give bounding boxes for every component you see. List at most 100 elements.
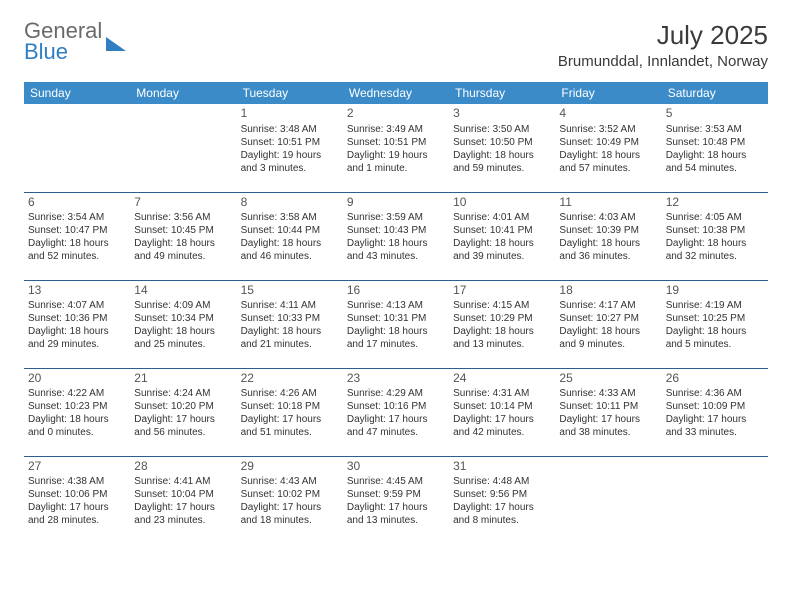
sunrise-text: Sunrise: 4:13 AM bbox=[347, 299, 445, 312]
calendar-day-cell: 2Sunrise: 3:49 AMSunset: 10:51 PMDayligh… bbox=[343, 104, 449, 192]
daylight-text: Daylight: 18 hours and 29 minutes. bbox=[28, 325, 126, 351]
day-number: 3 bbox=[453, 106, 551, 122]
calendar-day-cell: 13Sunrise: 4:07 AMSunset: 10:36 PMDaylig… bbox=[24, 280, 130, 368]
day-number: 13 bbox=[28, 283, 126, 299]
sunset-text: Sunset: 10:39 PM bbox=[559, 224, 657, 237]
sunrise-text: Sunrise: 4:07 AM bbox=[28, 299, 126, 312]
calendar-day-cell: 15Sunrise: 4:11 AMSunset: 10:33 PMDaylig… bbox=[237, 280, 343, 368]
sunset-text: Sunset: 10:38 PM bbox=[666, 224, 764, 237]
day-number: 24 bbox=[453, 371, 551, 387]
calendar-day-cell: 4Sunrise: 3:52 AMSunset: 10:49 PMDayligh… bbox=[555, 104, 661, 192]
weekday-header: Sunday bbox=[24, 82, 130, 104]
sunrise-text: Sunrise: 4:24 AM bbox=[134, 387, 232, 400]
daylight-text: Daylight: 17 hours and 18 minutes. bbox=[241, 501, 339, 527]
calendar-day-cell: 19Sunrise: 4:19 AMSunset: 10:25 PMDaylig… bbox=[662, 280, 768, 368]
sunset-text: Sunset: 10:16 PM bbox=[347, 400, 445, 413]
sunrise-text: Sunrise: 4:38 AM bbox=[28, 475, 126, 488]
sunset-text: Sunset: 10:34 PM bbox=[134, 312, 232, 325]
sunrise-text: Sunrise: 4:22 AM bbox=[28, 387, 126, 400]
sunset-text: Sunset: 10:43 PM bbox=[347, 224, 445, 237]
sunrise-text: Sunrise: 4:17 AM bbox=[559, 299, 657, 312]
calendar-day-cell: 26Sunrise: 4:36 AMSunset: 10:09 PMDaylig… bbox=[662, 368, 768, 456]
sunrise-text: Sunrise: 4:29 AM bbox=[347, 387, 445, 400]
daylight-text: Daylight: 18 hours and 36 minutes. bbox=[559, 237, 657, 263]
day-number: 14 bbox=[134, 283, 232, 299]
calendar-day-cell: 12Sunrise: 4:05 AMSunset: 10:38 PMDaylig… bbox=[662, 192, 768, 280]
daylight-text: Daylight: 17 hours and 42 minutes. bbox=[453, 413, 551, 439]
day-number: 18 bbox=[559, 283, 657, 299]
sunset-text: Sunset: 10:02 PM bbox=[241, 488, 339, 501]
sunset-text: Sunset: 10:27 PM bbox=[559, 312, 657, 325]
sunrise-text: Sunrise: 4:33 AM bbox=[559, 387, 657, 400]
calendar-day-cell: 22Sunrise: 4:26 AMSunset: 10:18 PMDaylig… bbox=[237, 368, 343, 456]
sunrise-text: Sunrise: 3:49 AM bbox=[347, 123, 445, 136]
sunset-text: Sunset: 10:49 PM bbox=[559, 136, 657, 149]
calendar-day-cell: 9Sunrise: 3:59 AMSunset: 10:43 PMDayligh… bbox=[343, 192, 449, 280]
calendar-day-cell: 1Sunrise: 3:48 AMSunset: 10:51 PMDayligh… bbox=[237, 104, 343, 192]
day-number: 21 bbox=[134, 371, 232, 387]
day-number: 2 bbox=[347, 106, 445, 122]
daylight-text: Daylight: 17 hours and 13 minutes. bbox=[347, 501, 445, 527]
calendar-day-cell: 30Sunrise: 4:45 AMSunset: 9:59 PMDayligh… bbox=[343, 456, 449, 544]
sunrise-text: Sunrise: 4:09 AM bbox=[134, 299, 232, 312]
daylight-text: Daylight: 18 hours and 43 minutes. bbox=[347, 237, 445, 263]
weekday-header-row: SundayMondayTuesdayWednesdayThursdayFrid… bbox=[24, 82, 768, 104]
sunset-text: Sunset: 9:59 PM bbox=[347, 488, 445, 501]
calendar-day-cell: 25Sunrise: 4:33 AMSunset: 10:11 PMDaylig… bbox=[555, 368, 661, 456]
sunset-text: Sunset: 10:33 PM bbox=[241, 312, 339, 325]
sunrise-text: Sunrise: 4:26 AM bbox=[241, 387, 339, 400]
sunrise-text: Sunrise: 4:03 AM bbox=[559, 211, 657, 224]
calendar-week-row: 1Sunrise: 3:48 AMSunset: 10:51 PMDayligh… bbox=[24, 104, 768, 192]
calendar-day-cell: 27Sunrise: 4:38 AMSunset: 10:06 PMDaylig… bbox=[24, 456, 130, 544]
calendar-week-row: 27Sunrise: 4:38 AMSunset: 10:06 PMDaylig… bbox=[24, 456, 768, 544]
calendar-day-cell: 8Sunrise: 3:58 AMSunset: 10:44 PMDayligh… bbox=[237, 192, 343, 280]
day-number: 16 bbox=[347, 283, 445, 299]
calendar-day-cell: 3Sunrise: 3:50 AMSunset: 10:50 PMDayligh… bbox=[449, 104, 555, 192]
day-number: 9 bbox=[347, 195, 445, 211]
calendar-day-cell: 23Sunrise: 4:29 AMSunset: 10:16 PMDaylig… bbox=[343, 368, 449, 456]
sunrise-text: Sunrise: 4:31 AM bbox=[453, 387, 551, 400]
day-number: 28 bbox=[134, 459, 232, 475]
sunrise-text: Sunrise: 4:45 AM bbox=[347, 475, 445, 488]
calendar-day-cell: 18Sunrise: 4:17 AMSunset: 10:27 PMDaylig… bbox=[555, 280, 661, 368]
location-label: Brumunddal, Innlandet, Norway bbox=[558, 53, 768, 70]
sunrise-text: Sunrise: 3:54 AM bbox=[28, 211, 126, 224]
sunrise-text: Sunrise: 3:58 AM bbox=[241, 211, 339, 224]
weekday-header: Monday bbox=[130, 82, 236, 104]
daylight-text: Daylight: 17 hours and 38 minutes. bbox=[559, 413, 657, 439]
weekday-header: Thursday bbox=[449, 82, 555, 104]
day-number: 29 bbox=[241, 459, 339, 475]
day-number: 25 bbox=[559, 371, 657, 387]
calendar-day-cell: 17Sunrise: 4:15 AMSunset: 10:29 PMDaylig… bbox=[449, 280, 555, 368]
calendar-day-cell bbox=[24, 104, 130, 192]
triangle-icon bbox=[106, 37, 126, 51]
logo-word-2: Blue bbox=[24, 41, 102, 63]
day-number: 17 bbox=[453, 283, 551, 299]
sunset-text: Sunset: 10:51 PM bbox=[347, 136, 445, 149]
sunset-text: Sunset: 10:48 PM bbox=[666, 136, 764, 149]
calendar-day-cell: 10Sunrise: 4:01 AMSunset: 10:41 PMDaylig… bbox=[449, 192, 555, 280]
calendar-day-cell: 16Sunrise: 4:13 AMSunset: 10:31 PMDaylig… bbox=[343, 280, 449, 368]
sunrise-text: Sunrise: 4:11 AM bbox=[241, 299, 339, 312]
calendar-body: 1Sunrise: 3:48 AMSunset: 10:51 PMDayligh… bbox=[24, 104, 768, 544]
daylight-text: Daylight: 18 hours and 9 minutes. bbox=[559, 325, 657, 351]
calendar-day-cell: 24Sunrise: 4:31 AMSunset: 10:14 PMDaylig… bbox=[449, 368, 555, 456]
daylight-text: Daylight: 18 hours and 39 minutes. bbox=[453, 237, 551, 263]
weekday-header: Friday bbox=[555, 82, 661, 104]
calendar-day-cell bbox=[130, 104, 236, 192]
day-number: 19 bbox=[666, 283, 764, 299]
calendar-day-cell: 14Sunrise: 4:09 AMSunset: 10:34 PMDaylig… bbox=[130, 280, 236, 368]
sunset-text: Sunset: 10:04 PM bbox=[134, 488, 232, 501]
daylight-text: Daylight: 18 hours and 32 minutes. bbox=[666, 237, 764, 263]
calendar-day-cell bbox=[662, 456, 768, 544]
sunset-text: Sunset: 10:14 PM bbox=[453, 400, 551, 413]
daylight-text: Daylight: 18 hours and 49 minutes. bbox=[134, 237, 232, 263]
brand-logo: General Blue bbox=[24, 20, 126, 63]
sunset-text: Sunset: 9:56 PM bbox=[453, 488, 551, 501]
sunset-text: Sunset: 10:51 PM bbox=[241, 136, 339, 149]
sunrise-text: Sunrise: 4:48 AM bbox=[453, 475, 551, 488]
sunrise-text: Sunrise: 4:36 AM bbox=[666, 387, 764, 400]
sunrise-text: Sunrise: 4:05 AM bbox=[666, 211, 764, 224]
calendar-day-cell: 29Sunrise: 4:43 AMSunset: 10:02 PMDaylig… bbox=[237, 456, 343, 544]
sunrise-text: Sunrise: 3:53 AM bbox=[666, 123, 764, 136]
